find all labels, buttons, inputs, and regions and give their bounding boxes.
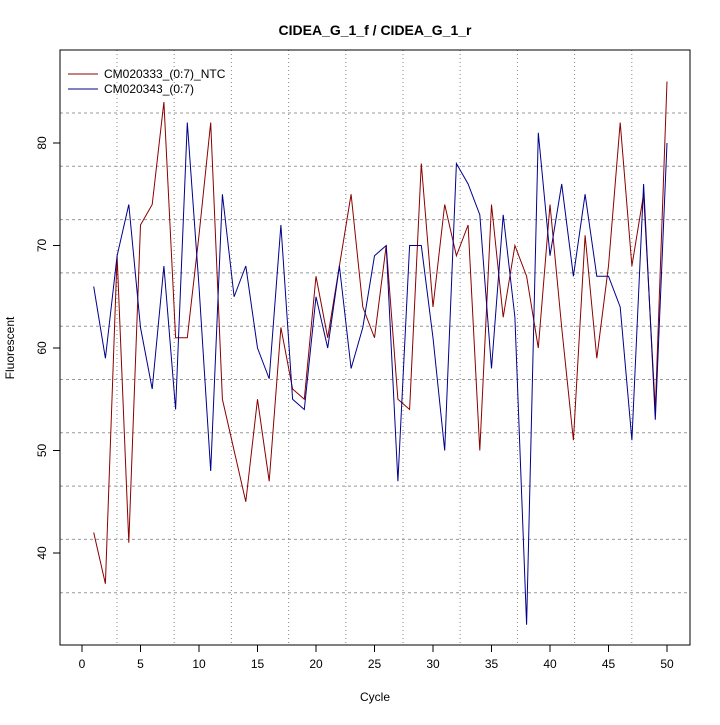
x-axis-label: Cycle xyxy=(360,690,390,704)
y-tick-label: 70 xyxy=(35,239,49,253)
series-lines xyxy=(93,81,668,625)
grid xyxy=(60,50,690,645)
x-tick-label: 30 xyxy=(426,657,440,671)
y-axis: 40 50 60 70 80 xyxy=(35,136,61,560)
legend-label-sample: CM020343_(0:7) xyxy=(104,82,194,96)
y-tick-label: 40 xyxy=(35,546,49,560)
series-line-0 xyxy=(93,81,668,584)
x-tick-label: 35 xyxy=(485,657,499,671)
y-tick-label: 50 xyxy=(35,444,49,458)
y-axis-label: Fluorescent xyxy=(3,316,17,379)
legend: CM020333_(0:7)_NTC CM020343_(0:7) xyxy=(68,67,226,96)
x-tick-label: 20 xyxy=(309,657,323,671)
x-tick-label: 50 xyxy=(660,657,674,671)
x-tick-label: 5 xyxy=(137,657,144,671)
x-axis: 0 5 10 15 20 25 30 35 40 45 50 xyxy=(79,644,674,671)
x-tick-label: 10 xyxy=(192,657,206,671)
x-tick-label: 45 xyxy=(602,657,616,671)
x-tick-label: 0 xyxy=(79,657,86,671)
legend-label-ntc: CM020333_(0:7)_NTC xyxy=(104,67,226,81)
y-tick-label: 60 xyxy=(35,341,49,355)
series-line-1 xyxy=(93,122,668,625)
x-tick-label: 15 xyxy=(251,657,265,671)
chart-title: CIDEA_G_1_f / CIDEA_G_1_r xyxy=(279,22,473,38)
x-tick-label: 40 xyxy=(543,657,557,671)
y-tick-label: 80 xyxy=(35,136,49,150)
x-tick-label: 25 xyxy=(368,657,382,671)
